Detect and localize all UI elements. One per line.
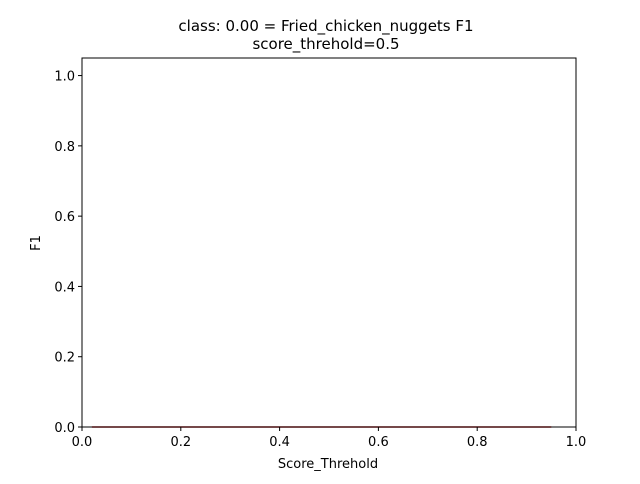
x-tick-label-3: 0.6: [368, 435, 389, 450]
x-tick-label-1: 0.2: [170, 435, 191, 450]
x-tick-label-4: 0.8: [467, 435, 488, 450]
chart-title-line1: class: 0.00 = Fried_chicken_nuggets F1: [178, 17, 473, 36]
y-tick-label-2: 0.4: [54, 280, 75, 295]
chart-title-line2: score_threhold=0.5: [252, 35, 399, 54]
axes-frame: [81, 57, 577, 428]
y-tick-label-0: 0.0: [54, 421, 75, 436]
x-axis-label: Score_Threhold: [278, 457, 378, 472]
plot-area: 0.0 0.2 0.4 0.6 0.8 1.0 0.0 0.2 0.4 0.6 0.8 1.0: [54, 57, 587, 450]
y-axis-label: F1: [29, 235, 44, 251]
x-tick-label-2: 0.4: [269, 435, 290, 450]
x-tick-label-0: 0.0: [72, 435, 93, 450]
y-tick-label-1: 0.2: [54, 351, 75, 366]
x-tick-label-5: 1.0: [566, 435, 587, 450]
y-tick-label-3: 0.6: [54, 210, 75, 225]
y-tick-label-5: 1.0: [54, 70, 75, 85]
y-tick-label-4: 0.8: [54, 140, 75, 155]
